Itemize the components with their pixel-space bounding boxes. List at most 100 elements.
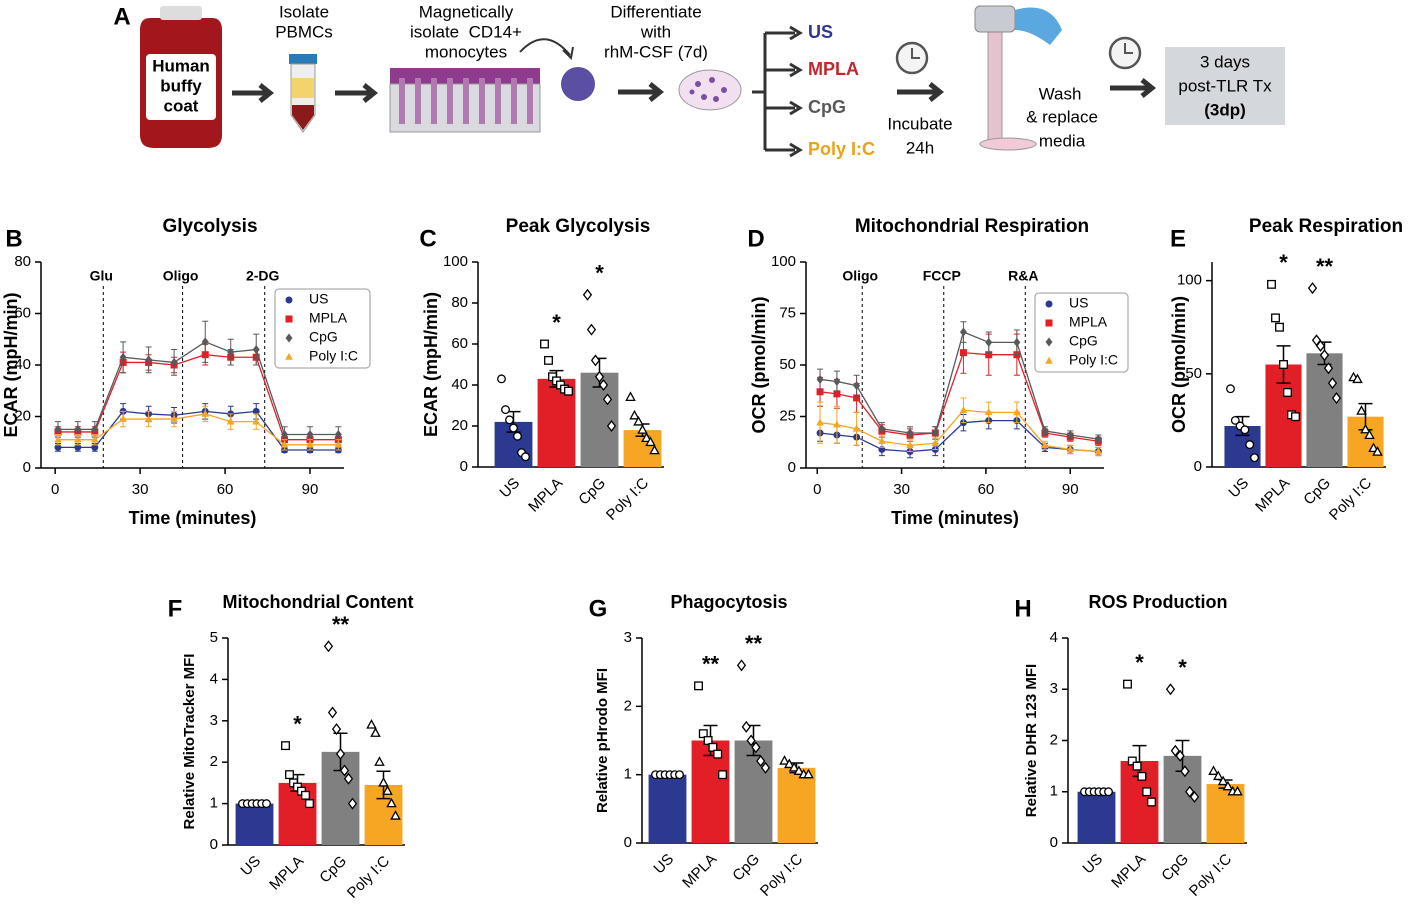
curved-arrow-head: [562, 46, 574, 61]
data-point: [501, 405, 510, 415]
bar: [648, 774, 687, 843]
y-tick-label: 40: [14, 356, 31, 373]
data-point: [540, 339, 549, 349]
treatment: US: [808, 22, 833, 42]
y-axis-label: Relative pHrodo MFI: [594, 668, 611, 813]
y-tick-label: 4: [210, 670, 218, 687]
data-point: [1352, 373, 1363, 384]
significance: *: [1135, 650, 1144, 675]
data-point: [1147, 797, 1156, 807]
curved-arrow: [519, 38, 571, 56]
chart-title: Peak Glycolysis: [506, 216, 651, 237]
legend-marker: [285, 333, 293, 343]
y-tick-label: 4: [1050, 629, 1058, 646]
bag-top: [160, 6, 202, 20]
chart-title: Peak Respiration: [1249, 216, 1403, 237]
data-point: [1372, 446, 1383, 456]
data-point: [1283, 388, 1292, 397]
point: [201, 409, 210, 417]
data-point: [347, 797, 358, 810]
result-text: 3 days: [1200, 52, 1250, 71]
data-point: [590, 354, 601, 367]
y-axis-label: Relative DHR 123 MFI: [1023, 664, 1040, 817]
legend-marker: [1045, 337, 1053, 347]
x-tick-label: MPLA: [525, 475, 566, 516]
bar: [235, 803, 274, 845]
point: [90, 435, 99, 443]
data-point: [606, 419, 617, 433]
y-tick-label: 0: [23, 459, 31, 476]
point: [985, 351, 993, 359]
step-text: Differentiate: [610, 2, 701, 21]
point: [281, 429, 289, 440]
point: [931, 428, 939, 438]
step-text: Incubate: [887, 114, 952, 133]
legend-label: MPLA: [309, 310, 348, 326]
data-point: [760, 761, 771, 774]
data-point: [1230, 415, 1240, 425]
point: [170, 414, 178, 422]
data-point: [736, 659, 747, 672]
point: [54, 435, 62, 443]
y-tick-label: 20: [14, 407, 31, 424]
y-tick-label: 0: [788, 459, 796, 476]
chart-title: Mitochondrial Respiration: [855, 216, 1089, 237]
bar: [1306, 353, 1343, 467]
data-point: [1165, 683, 1176, 696]
x-tick-label: 90: [302, 481, 319, 498]
data-point: [741, 720, 751, 733]
data-point: [1132, 761, 1142, 771]
point: [334, 429, 342, 440]
data-point: [1185, 785, 1195, 798]
point: [73, 435, 82, 443]
legend-marker: [285, 315, 293, 323]
point: [816, 388, 824, 396]
y-tick-label: 2: [624, 697, 632, 714]
data-point: [1104, 787, 1113, 797]
data-point: [281, 741, 290, 751]
x-tick-label: 60: [217, 481, 234, 498]
pipette: [974, 5, 1016, 33]
y-tick-label: 25: [779, 407, 796, 424]
legend-label: CpG: [1069, 333, 1098, 349]
magnet: [390, 68, 540, 84]
data-point: [637, 424, 648, 434]
y-tick-label: 0: [624, 834, 632, 851]
point: [170, 357, 178, 367]
y-tick-label: 50: [1185, 365, 1202, 382]
data-point: [262, 799, 271, 809]
y-axis-label: ECAR (mpH/min): [1, 293, 21, 438]
data-point: [1271, 313, 1280, 323]
y-tick-label: 80: [451, 294, 468, 311]
y-tick-label: 100: [443, 253, 468, 270]
chart-title: ROS Production: [1089, 592, 1228, 612]
point: [959, 349, 967, 357]
dish: [678, 69, 742, 111]
point: [119, 352, 127, 362]
x-tick-label: MPLA: [1108, 851, 1149, 892]
point: [306, 429, 314, 440]
legend-marker: [1045, 300, 1053, 308]
data-point: [641, 432, 652, 442]
dish-cells: [689, 77, 727, 102]
step-text: media: [1039, 131, 1086, 150]
point: [816, 418, 824, 426]
data-point: [1360, 423, 1371, 434]
x-tick-label: CpG: [575, 475, 609, 509]
monocyte: [561, 67, 595, 101]
x-tick-label: US: [1225, 475, 1252, 502]
point: [1066, 430, 1074, 440]
result-text: (3dp): [1204, 100, 1246, 119]
data-point: [544, 355, 553, 365]
point: [816, 374, 824, 384]
chart-title: Phagocytosis: [670, 592, 787, 612]
data-point: [1217, 775, 1229, 786]
y-tick-label: 5: [210, 629, 218, 646]
data-point: [305, 799, 314, 809]
legend-box: [274, 288, 371, 369]
y-tick-label: 0: [1050, 834, 1058, 851]
arrow: [232, 83, 275, 103]
step-text: rhM-CSF (7d): [604, 42, 708, 61]
treatment: CpG: [808, 97, 846, 117]
